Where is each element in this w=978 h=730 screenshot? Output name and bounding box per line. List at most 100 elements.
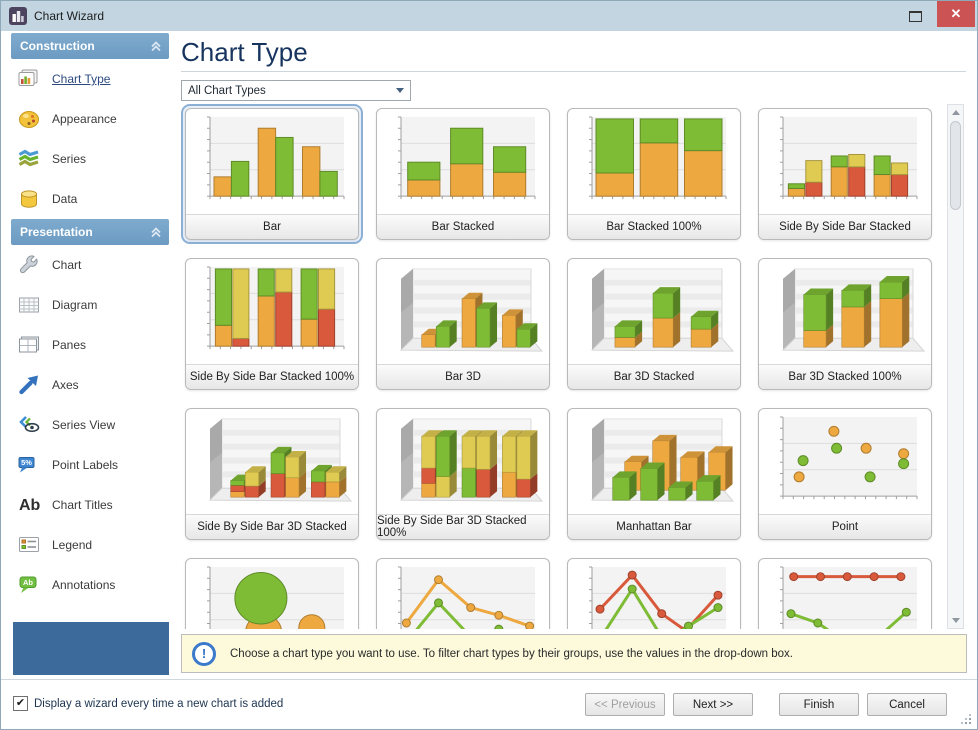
sidebar-item-series-view[interactable]: Series View bbox=[11, 405, 169, 445]
triangle-down-icon bbox=[951, 618, 960, 623]
chart-thumbnail bbox=[186, 109, 358, 214]
sidebar-item-diagram[interactable]: Diagram bbox=[11, 285, 169, 325]
chart-type-tile[interactable]: Bar Stacked bbox=[372, 104, 554, 244]
chart-type-tile[interactable]: Side By Side Bar Stacked bbox=[754, 104, 936, 244]
info-text: Choose a chart type you want to use. To … bbox=[230, 647, 793, 660]
chart-thumbnail bbox=[759, 109, 931, 214]
tile-label: Bar Stacked 100% bbox=[568, 214, 740, 239]
sidebar-item-legend[interactable]: Legend bbox=[11, 525, 169, 565]
chart-type-tile[interactable]: Bar 3D bbox=[372, 254, 554, 394]
point-labels-icon: 5% bbox=[16, 454, 42, 476]
chart-type-tile[interactable]: Bar bbox=[181, 104, 363, 244]
sidebar-item-data[interactable]: Data bbox=[11, 179, 169, 219]
panes-icon bbox=[16, 334, 42, 356]
sidebar-item-point-labels[interactable]: 5% Point Labels bbox=[11, 445, 169, 485]
chart-type-tile[interactable]: Manhattan Bar bbox=[563, 404, 745, 544]
tile-label: Bar 3D Stacked 100% bbox=[759, 364, 931, 389]
tile-label: Point bbox=[759, 514, 931, 539]
tile-label: Side By Side Bar 3D Stacked bbox=[186, 514, 358, 539]
sidebar-item-chart-type[interactable]: Chart Type bbox=[11, 59, 169, 99]
chart-titles-icon: Ab bbox=[16, 494, 42, 516]
close-button[interactable]: ✕ bbox=[937, 1, 975, 27]
scrollbar-thumb[interactable] bbox=[950, 121, 961, 210]
chart-type-tile[interactable]: Side By Side Bar 3D Stacked bbox=[181, 404, 363, 544]
chart-type-tile[interactable] bbox=[181, 554, 363, 629]
sidebar-item-label: Axes bbox=[52, 378, 79, 392]
chart-type-tile[interactable]: Side By Side Bar Stacked 100% bbox=[181, 254, 363, 394]
chart-thumbnail bbox=[186, 559, 358, 629]
annotations-icon: Ab bbox=[16, 574, 42, 596]
sidebar-item-label: Legend bbox=[52, 538, 93, 552]
sidebar: Construction Chart Type Appearance Series Da… bbox=[11, 33, 169, 605]
chart-type-tile[interactable] bbox=[372, 554, 554, 629]
title-separator bbox=[181, 71, 966, 72]
chart-type-tile[interactable]: Bar 3D Stacked 100% bbox=[754, 254, 936, 394]
chart-type-gallery: Bar Bar Stacked Bar Stacked 100% Side By Si… bbox=[181, 104, 938, 629]
chart-type-tile[interactable]: Point bbox=[754, 404, 936, 544]
finish-button[interactable]: Finish bbox=[779, 693, 859, 716]
sidebar-item-label: Annotations bbox=[52, 578, 116, 592]
sidebar-item-label: Chart Type bbox=[52, 72, 111, 86]
chart-type-icon bbox=[16, 68, 42, 90]
sidebar-item-annotations[interactable]: Ab Annotations bbox=[11, 565, 169, 605]
tile-label: Side By Side Bar Stacked bbox=[759, 214, 931, 239]
filter-value: All Chart Types bbox=[188, 84, 266, 97]
chart-thumbnail bbox=[377, 409, 549, 514]
chart-thumbnail bbox=[568, 409, 740, 514]
chart-thumbnail bbox=[377, 109, 549, 214]
chart-type-filter-dropdown[interactable]: All Chart Types bbox=[181, 80, 411, 101]
chart-type-tile[interactable] bbox=[563, 554, 745, 629]
title-bar: Chart Wizard ✕ bbox=[1, 1, 977, 31]
chart-thumbnail bbox=[186, 409, 358, 514]
sidebar-item-label: Point Labels bbox=[52, 458, 119, 472]
tile-label: Bar 3D Stacked bbox=[568, 364, 740, 389]
sidebar-item-label: Data bbox=[52, 192, 78, 206]
sidebar-item-label: Panes bbox=[52, 338, 87, 352]
chart-thumbnail bbox=[377, 259, 549, 364]
sidebar-item-appearance[interactable]: Appearance bbox=[11, 99, 169, 139]
previous-button[interactable]: << Previous bbox=[585, 693, 665, 716]
cancel-button[interactable]: Cancel bbox=[867, 693, 947, 716]
tile-label: Manhattan Bar bbox=[568, 514, 740, 539]
chart-thumbnail bbox=[568, 259, 740, 364]
tile-label: Side By Side Bar 3D Stacked 100% bbox=[377, 514, 549, 539]
sidebar-item-chart-titles[interactable]: Ab Chart Titles bbox=[11, 485, 169, 525]
collapse-chevron-icon[interactable] bbox=[149, 225, 163, 239]
gallery-scrollbar[interactable] bbox=[947, 104, 964, 629]
info-bar: ! Choose a chart type you want to use. T… bbox=[181, 634, 967, 673]
checkbox-box[interactable]: ✔ bbox=[13, 696, 28, 711]
collapse-chevron-icon[interactable] bbox=[149, 39, 163, 53]
display-wizard-checkbox[interactable]: ✔ Display a wizard every time a new char… bbox=[13, 696, 283, 711]
info-icon: ! bbox=[192, 641, 216, 666]
chart-thumbnail bbox=[759, 559, 931, 629]
chart-type-tile[interactable] bbox=[754, 554, 936, 629]
sidebar-section-presentation[interactable]: Presentation bbox=[11, 219, 169, 245]
scroll-up-button[interactable] bbox=[948, 105, 963, 120]
sidebar-item-chart[interactable]: Chart bbox=[11, 245, 169, 285]
sidebar-item-label: Chart Titles bbox=[52, 498, 113, 512]
chart-thumbnail bbox=[186, 259, 358, 364]
chart-icon bbox=[16, 254, 42, 276]
tile-label: Bar 3D bbox=[377, 364, 549, 389]
svg-text:Ab: Ab bbox=[19, 497, 41, 514]
chart-type-tile[interactable]: Bar 3D Stacked bbox=[563, 254, 745, 394]
sidebar-item-label: Series View bbox=[52, 418, 116, 432]
sidebar-item-series[interactable]: Series bbox=[11, 139, 169, 179]
next-button[interactable]: Next >> bbox=[673, 693, 753, 716]
chart-type-tile[interactable]: Side By Side Bar 3D Stacked 100% bbox=[372, 404, 554, 544]
sidebar-item-panes[interactable]: Panes bbox=[11, 325, 169, 365]
section-title: Presentation bbox=[20, 225, 93, 239]
maximize-button[interactable] bbox=[901, 5, 929, 27]
sidebar-item-axes[interactable]: Axes bbox=[11, 365, 169, 405]
series-view-icon bbox=[16, 414, 42, 436]
data-icon bbox=[16, 188, 42, 210]
scroll-down-button[interactable] bbox=[948, 613, 963, 628]
resize-grip[interactable] bbox=[959, 712, 971, 724]
triangle-up-icon bbox=[951, 110, 960, 115]
checkbox-label: Display a wizard every time a new chart … bbox=[34, 697, 284, 710]
sidebar-footer-panel bbox=[13, 622, 169, 675]
sidebar-section-construction[interactable]: Construction bbox=[11, 33, 169, 59]
svg-text:5%: 5% bbox=[21, 458, 32, 467]
chart-type-tile[interactable]: Bar Stacked 100% bbox=[563, 104, 745, 244]
chart-thumbnail bbox=[568, 559, 740, 629]
